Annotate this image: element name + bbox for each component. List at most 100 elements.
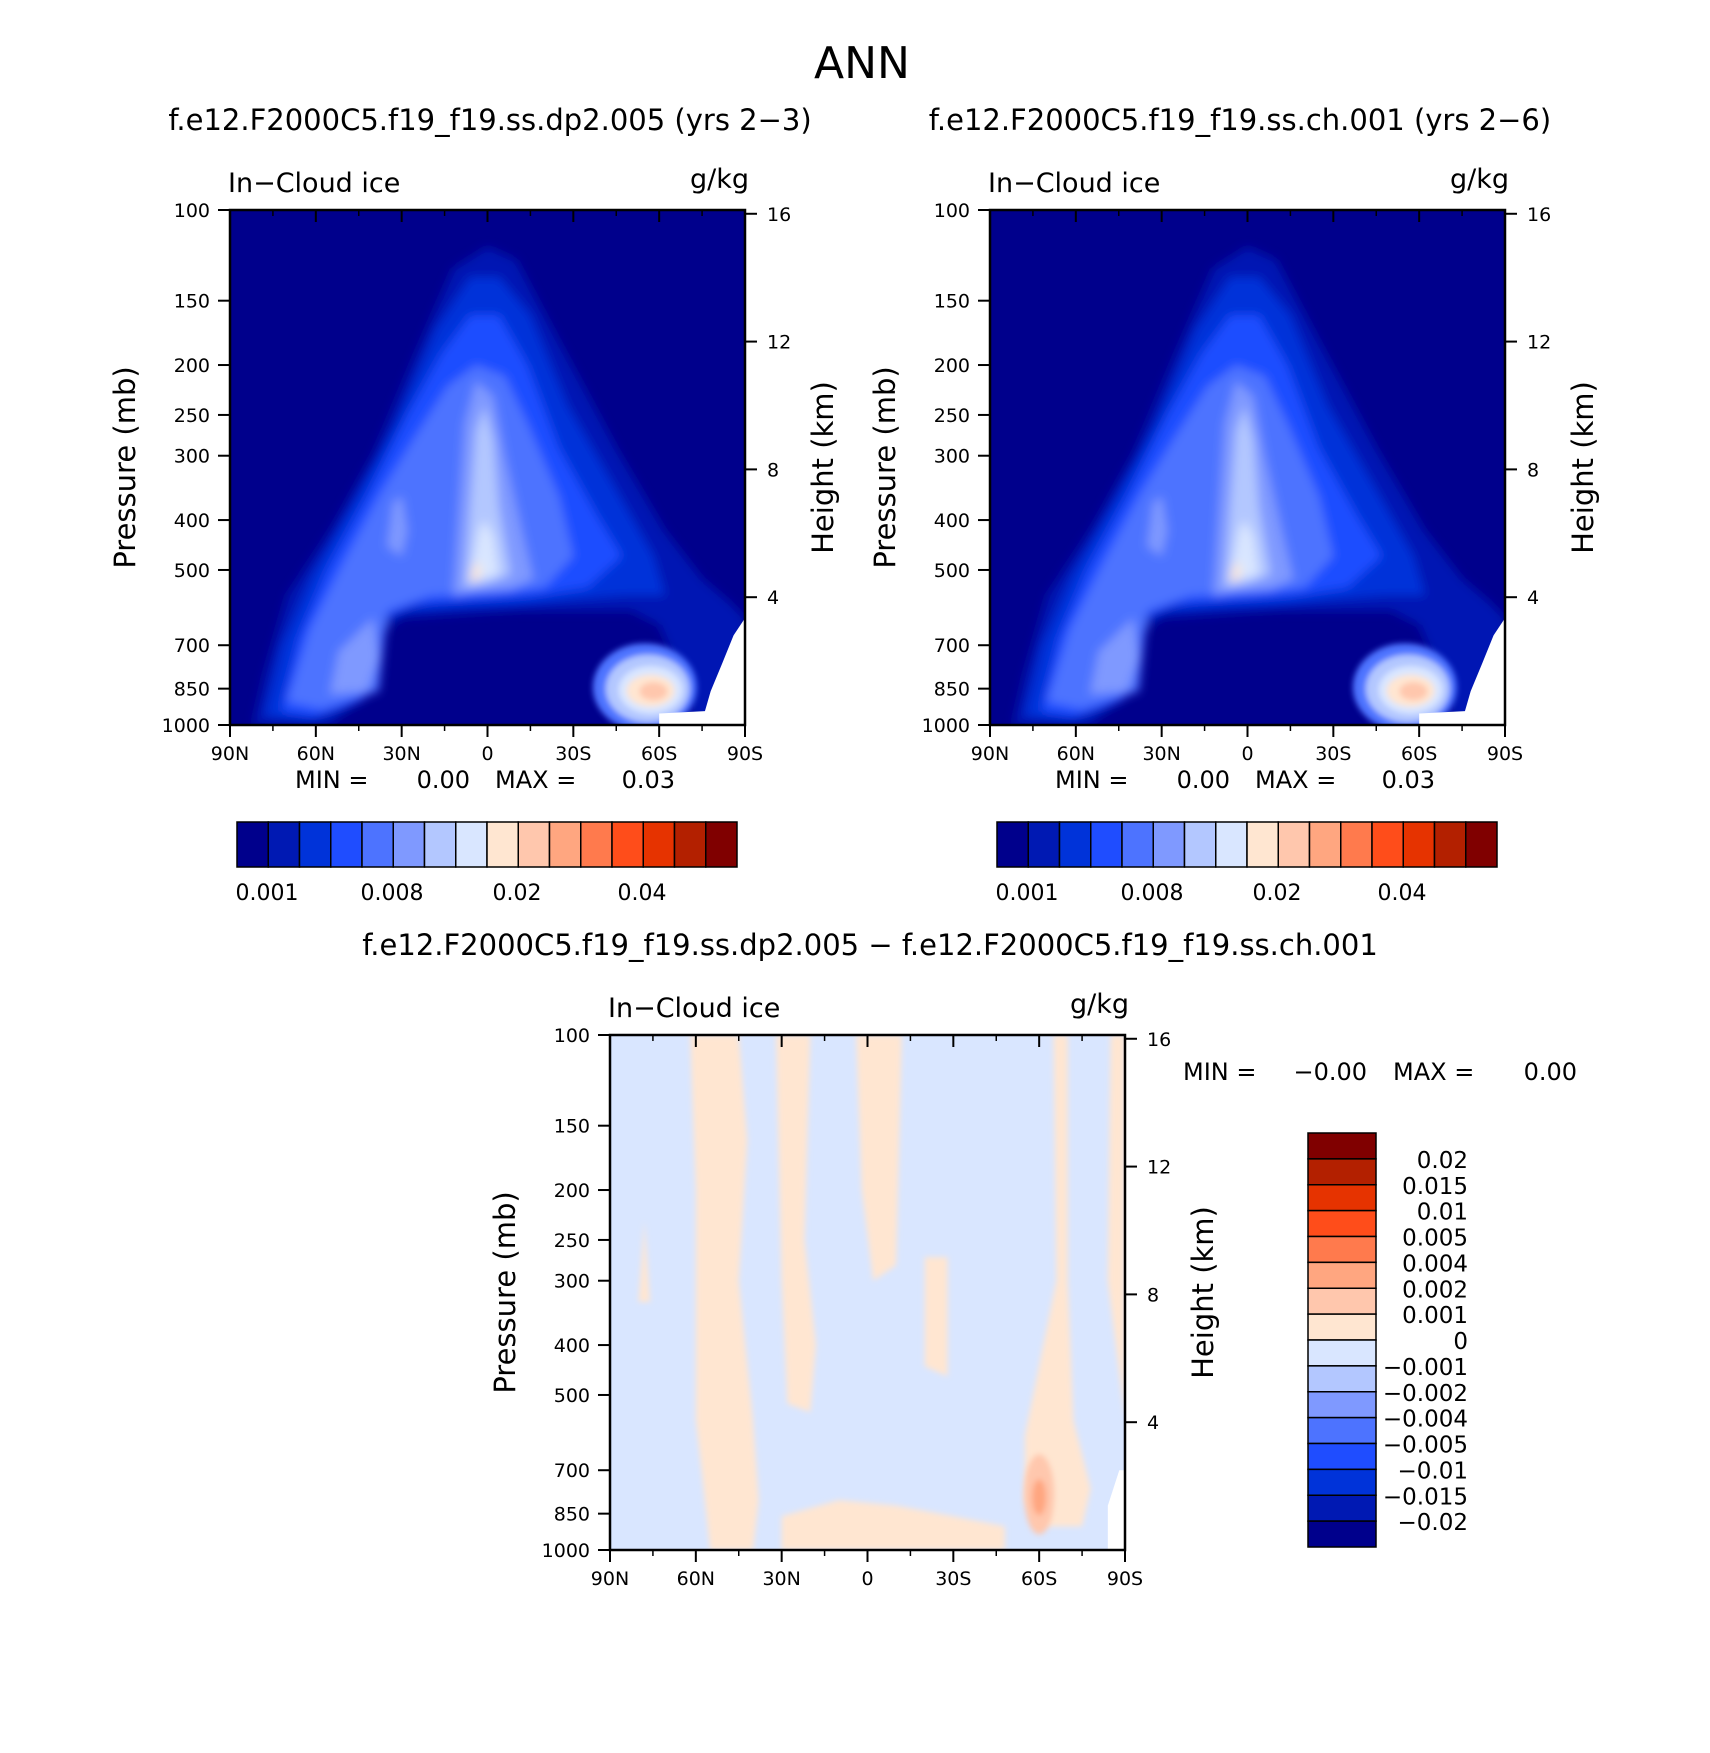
colorbar-label: 0.004: [1402, 1251, 1468, 1277]
y-tick-label: 250: [554, 1230, 590, 1252]
colorbar-swatch: [1307, 1158, 1377, 1186]
y-tick-label: 1000: [542, 1540, 590, 1562]
colorbar-swatch: [267, 821, 301, 868]
height-tick-label: 12: [1527, 332, 1551, 354]
height-tick-label: 8: [1147, 1284, 1159, 1306]
colorbar-swatch: [361, 821, 394, 868]
variable-label: In−Cloud ice: [228, 168, 400, 199]
max-ring-5: [1399, 682, 1428, 701]
height-axis-label: Height (km): [806, 381, 840, 554]
y-axis-label: Pressure (mb): [108, 366, 142, 568]
colorbar-swatch: [1307, 1416, 1377, 1445]
colorbar-swatch: [1307, 1391, 1377, 1419]
x-tick-label: 30N: [762, 1568, 800, 1590]
height-tick-label: 4: [1527, 587, 1539, 609]
colorbar: 0.001 0.008 0.02 0.04: [236, 821, 738, 906]
x-tick-label: 60S: [1401, 743, 1437, 765]
x-tick-label: 90N: [211, 743, 249, 765]
y-tick-label: 400: [174, 510, 210, 532]
colorbar-swatch: [330, 821, 363, 868]
panel-title: f.e12.F2000C5.f19_f19.ss.ch.001 (yrs 2−6…: [929, 103, 1551, 137]
colorbar-swatch: [1307, 1132, 1377, 1160]
max-value: 0.03: [622, 766, 675, 794]
colorbar-swatch: [673, 821, 707, 868]
colorbar-swatch: [1307, 1209, 1377, 1238]
y-tick-label: 150: [934, 291, 970, 313]
x-tick-label: 60N: [1057, 743, 1095, 765]
panel-title: f.e12.F2000C5.f19_f19.ss.dp2.005 (yrs 2−…: [168, 103, 811, 137]
y-tick-label: 850: [554, 1504, 590, 1526]
y-tick-label: 300: [554, 1271, 590, 1293]
x-tick-label: 0: [861, 1568, 873, 1590]
topography-mask: [1419, 618, 1505, 725]
x-tick-label: 60S: [1021, 1568, 1057, 1590]
y-tick-label: 1000: [922, 715, 970, 737]
y-tick-label: 700: [554, 1460, 590, 1482]
min-value: 0.00: [1177, 766, 1230, 794]
positive-band-7: [638, 1221, 651, 1303]
colorbar-label: 0.008: [1121, 881, 1184, 906]
contour-field: [990, 210, 1505, 725]
height-tick-label: 8: [1527, 459, 1539, 481]
y-tick-label: 300: [934, 446, 970, 468]
colorbar-swatch: [1307, 1313, 1377, 1341]
colorbar-swatch: [548, 821, 582, 868]
min-label: MIN =: [1055, 766, 1128, 794]
colorbar-label: 0.01: [1417, 1200, 1468, 1226]
colorbar-swatch: [423, 821, 457, 868]
colorbar-label: −0.015: [1383, 1484, 1468, 1510]
positive-band-4: [996, 1035, 1091, 1527]
difference-bands: [638, 1035, 1125, 1550]
x-tick-label: 90N: [591, 1568, 629, 1590]
topography-mask: [659, 618, 745, 725]
colorbar-swatch: [1215, 821, 1248, 868]
y-tick-label: 200: [934, 355, 970, 377]
units-label: g/kg: [1450, 164, 1509, 195]
colorbar-swatch: [298, 821, 332, 868]
height-tick-label: 12: [767, 332, 791, 354]
height-tick-label: 12: [1147, 1157, 1171, 1179]
contour-level-5b: [1147, 496, 1168, 557]
positive-band-6: [924, 1257, 948, 1377]
y-tick-label: 100: [934, 200, 970, 222]
colorbar-swatch: [1307, 1261, 1377, 1289]
min-value: −0.00: [1293, 1058, 1367, 1086]
contour-level-8: [470, 560, 482, 584]
colorbar-swatch: [455, 821, 488, 868]
positive-band-5: [1107, 1035, 1125, 1421]
topography-mask: [1107, 1470, 1125, 1550]
colorbar-label: 0.04: [618, 881, 667, 906]
y-tick-label: 700: [174, 635, 210, 657]
contour-blobs: [1012, 247, 1505, 725]
colorbar-swatch: [1246, 821, 1279, 868]
height-tick-label: 16: [1527, 204, 1551, 226]
y-tick-label: 400: [934, 510, 970, 532]
x-tick-label: 30S: [555, 743, 591, 765]
colorbar-swatch: [1307, 1442, 1377, 1471]
max-label: MAX =: [1393, 1058, 1474, 1086]
max-value: 0.03: [1382, 766, 1435, 794]
y-tick-label: 500: [174, 560, 210, 582]
panel-difference: f.e12.F2000C5.f19_f19.ss.dp2.005 − f.e12…: [362, 928, 1577, 1590]
colorbar-swatch: [1307, 1339, 1377, 1367]
max-label: MAX =: [495, 766, 576, 794]
colorbar-label: 0.02: [493, 881, 542, 906]
colorbar-swatch: [236, 821, 269, 868]
y-tick-label: 850: [174, 679, 210, 701]
colorbar-label: 0.02: [1417, 1148, 1468, 1174]
colorbar-label: −0.002: [1383, 1381, 1468, 1407]
x-tick-label: 0: [1241, 743, 1253, 765]
polar-maximum: [1352, 643, 1457, 725]
colorbar-label: 0.04: [1378, 881, 1427, 906]
y-tick-label: 150: [174, 291, 210, 313]
positive-band-1: [690, 1035, 759, 1550]
height-axis-label: Height (km): [1186, 1206, 1220, 1379]
contour-level-6: [1224, 405, 1271, 588]
min-label: MIN =: [295, 766, 368, 794]
colorbar-label: 0.001: [236, 881, 299, 906]
height-tick-label: 16: [1147, 1029, 1171, 1051]
colorbar-swatch: [1090, 821, 1123, 868]
colorbar-swatch: [1308, 821, 1342, 868]
colorbar-swatch: [1340, 821, 1373, 868]
